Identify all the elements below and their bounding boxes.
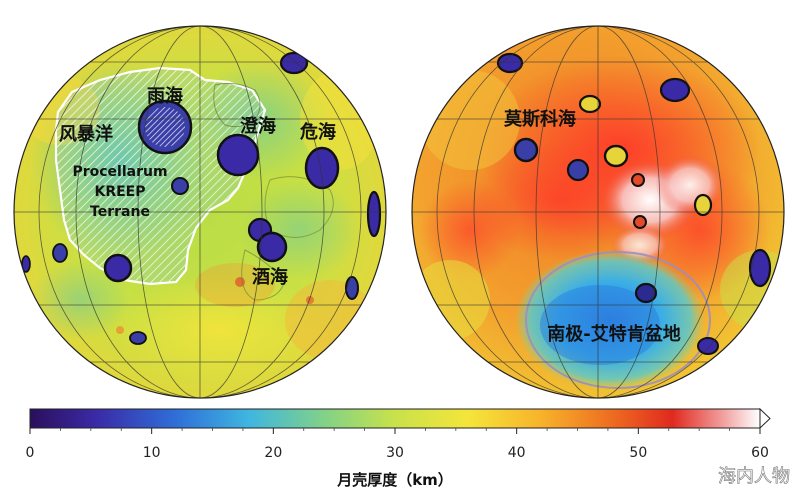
colorbar-tick-label: 10 — [143, 445, 161, 461]
colorbar-tick-label: 60 — [751, 445, 769, 461]
label-oceanus-procellarum: 风暴洋 — [59, 123, 113, 145]
crisium-basin — [304, 146, 340, 190]
label-mare-serenitatis: 澄海 — [240, 115, 276, 137]
pkt-region — [54, 66, 267, 286]
colorbar-tick-label: 0 — [26, 445, 35, 461]
nectaris-basin — [256, 231, 288, 263]
colorbar-tick-label: 40 — [508, 445, 526, 461]
label-pkt-line1: Procellarum — [72, 164, 167, 180]
colorbar-tick-label: 30 — [386, 445, 404, 461]
label-mare-moscoviense: 莫斯科海 — [503, 108, 576, 130]
colorbar-tick-label: 20 — [264, 445, 282, 461]
serenitatis-basin — [216, 133, 260, 177]
label-spa-basin: 南极-艾特肯盆地 — [547, 323, 680, 345]
colorbar-extend-arrow — [759, 407, 771, 430]
label-mare-imbrium: 雨海 — [147, 85, 183, 107]
watermark: 海内人物 — [718, 466, 790, 487]
label-mare-nectaris: 酒海 — [252, 266, 288, 288]
label-pkt-line2: KREEP — [94, 184, 145, 200]
colorbar-tick-label: 50 — [629, 445, 647, 461]
colorbar-gradient — [29, 408, 761, 429]
colorbar-title: 月壳厚度（km） — [336, 471, 453, 489]
label-mare-crisium: 危海 — [299, 121, 336, 143]
near-side-hemisphere — [13, 25, 387, 399]
colorbar: 0 10 20 30 40 50 60 月壳厚度（km） — [26, 407, 771, 489]
moscoviense-basin — [513, 137, 539, 163]
label-pkt-line3: Terrane — [90, 204, 150, 220]
